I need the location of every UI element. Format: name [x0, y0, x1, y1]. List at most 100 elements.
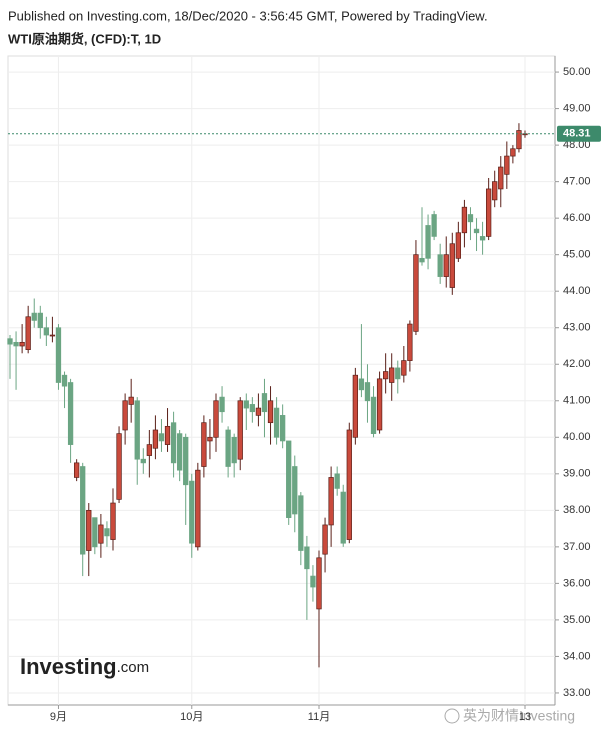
plot	[7, 56, 555, 705]
candle-body	[316, 557, 322, 610]
candle-body	[86, 509, 92, 551]
candle-body	[510, 148, 516, 157]
y-tick-label: 41.00	[563, 395, 591, 407]
candle-body	[80, 466, 86, 555]
candle-body	[31, 312, 37, 321]
candle-body	[7, 338, 13, 345]
watermark: 英为财情Investing	[463, 708, 575, 724]
candle-body	[98, 524, 104, 544]
candle-body	[425, 225, 431, 259]
candle-body	[322, 524, 328, 555]
candle-body	[498, 166, 504, 190]
last-price-box	[557, 125, 601, 142]
candle-body	[152, 429, 159, 449]
candle-body	[292, 466, 298, 515]
candle-body	[73, 462, 80, 478]
candle-body	[455, 232, 462, 259]
y-tick-label: 36.00	[563, 577, 591, 589]
candle-body	[55, 327, 62, 383]
candle-body	[346, 429, 352, 540]
candle-body	[437, 254, 443, 277]
candle-body	[140, 458, 146, 464]
candle-body	[279, 415, 286, 442]
candle-body	[225, 429, 231, 467]
candle-body	[134, 400, 140, 460]
candle-body	[213, 400, 219, 438]
logo-main: Investing	[20, 654, 117, 679]
candle-body	[37, 312, 43, 329]
x-tick-label: 9月	[50, 711, 67, 723]
candle-body	[237, 400, 243, 460]
candle-body	[479, 236, 486, 241]
candle-body	[310, 575, 316, 588]
candle-body	[382, 371, 389, 380]
candle-body	[431, 214, 437, 237]
candle-body	[443, 254, 449, 277]
candle-body	[358, 378, 365, 391]
candle-body	[164, 425, 171, 445]
y-tick-label: 40.00	[563, 431, 591, 443]
watermark-icon	[444, 708, 460, 724]
candle-body	[413, 254, 419, 332]
candle-body	[189, 480, 195, 544]
candle-body	[122, 400, 128, 431]
candle-body	[395, 367, 401, 380]
y-tick-label: 39.00	[563, 468, 591, 480]
candle-body	[449, 243, 455, 288]
last-price-label: 48.31	[563, 128, 591, 140]
candle-body	[485, 188, 492, 237]
candle-body	[267, 400, 274, 424]
y-tick-label: 35.00	[563, 614, 591, 626]
candle-body	[183, 436, 189, 486]
y-tick-label: 43.00	[563, 322, 591, 334]
y-tick-label: 44.00	[563, 285, 591, 297]
x-tick-label: 13	[519, 711, 531, 723]
candle-body	[249, 404, 256, 413]
candle-body	[352, 374, 359, 438]
candle-body	[273, 407, 280, 438]
y-tick-label: 50.00	[563, 66, 591, 78]
candle-body	[401, 360, 407, 376]
candle-body	[389, 367, 395, 383]
candle-body	[176, 433, 183, 471]
candle-body	[207, 436, 213, 442]
candle-body	[67, 382, 74, 445]
candle-body	[61, 374, 68, 387]
y-tick-label: 46.00	[563, 212, 591, 224]
chart-title: WTI原油期货, (CFD):T, 1D	[8, 31, 161, 46]
candle-body	[110, 502, 116, 540]
candle-body	[504, 155, 510, 175]
plot-frame	[7, 55, 556, 706]
x-tick-label: 10月	[180, 711, 203, 723]
candle-body	[516, 130, 522, 150]
candle-body	[13, 341, 19, 347]
candle-body	[407, 323, 413, 361]
logo: Investing.com	[20, 654, 149, 679]
candle-body	[304, 546, 310, 570]
candle-body	[370, 396, 377, 434]
candle-body	[25, 316, 31, 350]
logo-suffix: .com	[117, 659, 150, 676]
candle-body	[376, 378, 383, 431]
y-tick-label: 48.00	[563, 139, 591, 151]
candle-body	[19, 341, 25, 347]
candle-body	[219, 396, 225, 413]
candle-body	[104, 528, 110, 537]
header: Published on Investing.com, 18/Dec/2020 …	[8, 8, 488, 23]
y-tick-label: 33.00	[563, 687, 591, 699]
x-tick-label: 11月	[308, 711, 330, 723]
candle-body	[364, 382, 371, 402]
y-tick-label: 37.00	[563, 541, 591, 553]
candle-body	[261, 393, 268, 413]
candle-body	[419, 257, 425, 263]
candle-body	[473, 228, 480, 234]
candle-body	[43, 327, 50, 336]
candle-body	[334, 473, 340, 489]
candle-body	[116, 433, 122, 500]
y-tick-label: 42.00	[563, 358, 591, 370]
candle-body	[298, 495, 304, 551]
candle-body	[243, 400, 249, 409]
candle-body	[201, 422, 207, 467]
y-tick-label: 47.00	[563, 176, 591, 188]
candle-body	[255, 407, 262, 416]
